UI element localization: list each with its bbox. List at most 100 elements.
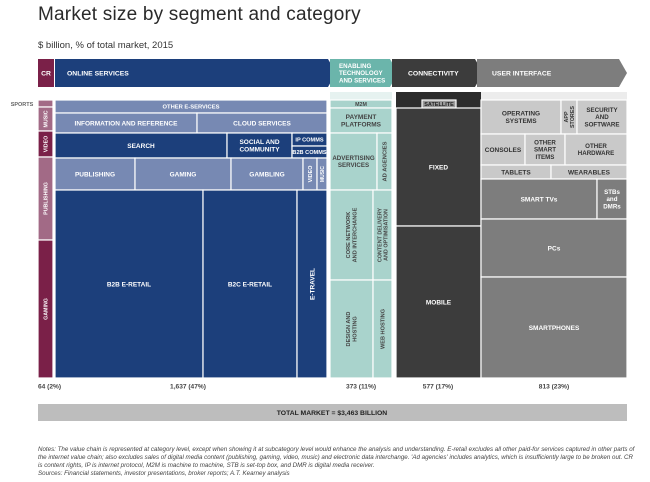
label-line: PUBLISHING: [43, 182, 49, 215]
label-line: CONSOLES: [485, 147, 522, 154]
label-line: FIXED: [429, 164, 448, 171]
cell-enabling-design-and-hosting: [329, 279, 374, 379]
label-line: ADVERTISING: [332, 155, 374, 162]
cell-label-m2m: M2M: [355, 102, 367, 108]
sources-text: Sources: Financial statements, investor …: [38, 470, 290, 478]
cr-sports-label-text: SPORTS: [11, 102, 34, 108]
label-line: SERVICES: [338, 162, 369, 169]
cell-label-security-and-software: SECURITY AND SOFTWARE: [584, 107, 619, 128]
cell-label-advertising-services: ADVERTISING SERVICES: [332, 155, 374, 169]
cell-label-smart-tvs: SMART TVs: [521, 196, 558, 203]
label-line: ENABLING: [339, 63, 371, 70]
cell-label-content-delivery-and-optimisation: CONTENT DELIVERYAND OPTIMISATION: [377, 207, 389, 262]
label-line: OTHER: [585, 143, 607, 150]
cell-enabling-web-hosting: [372, 279, 393, 379]
cell-label-stbs-and-dmrs: STBs and DMRs: [603, 189, 621, 210]
label-line: CR: [41, 70, 51, 77]
cr-label-publishing-text: PUBLISHING: [43, 182, 49, 215]
cell-label-ip-comms: IP COMMS: [295, 137, 323, 143]
cell-label-satellite: SATELLITE: [424, 102, 454, 108]
segment-total-ui: 813 (23%): [539, 383, 569, 390]
cell-label-wearables: WEARABLES: [568, 169, 611, 176]
cell-label-b2c-e-retail-text: B2C E-RETAIL: [228, 281, 272, 288]
label-line: WEARABLES: [568, 169, 611, 176]
cell-label-smart-tvs-text: SMART TVs: [521, 196, 558, 203]
label-line: IP COMMS: [295, 137, 323, 143]
cell-label-gambling-text: GAMBLING: [249, 171, 284, 178]
cell-label-information-and-reference-text: INFORMATION AND REFERENCE: [75, 120, 179, 127]
label-line: PLATFORMS: [341, 122, 382, 129]
label-line: SEARCH: [127, 143, 155, 150]
cell-label-tablets-text: TABLETS: [501, 169, 531, 176]
cell-label-core-network-and-interchange: CORE NETWORKAND INTERCHANGE: [346, 207, 358, 262]
cell-label-operating-systems-text: OPERATING SYSTEMS: [502, 111, 540, 125]
cell-label-b2b-e-retail-text: B2B E-RETAIL: [107, 281, 151, 288]
label-line: VIDEO: [43, 136, 49, 152]
segment-total-cr-text: 64 (2%): [38, 383, 61, 390]
segment-total-enabling: 373 (11%): [346, 383, 376, 390]
label-line: STBs: [604, 189, 620, 196]
label-line: SECURITY: [586, 107, 618, 114]
label-line: B2B COMMS: [292, 150, 326, 156]
label-line: SMART TVs: [521, 196, 558, 203]
cell-label-music: MUSIC: [320, 166, 326, 183]
label-line: PUBLISHING: [75, 171, 115, 178]
cr-label-video-text: VIDEO: [43, 136, 49, 152]
label-line: SMART: [534, 147, 556, 154]
cell-label-fixed: FIXED: [429, 164, 448, 171]
label-line: ONLINE SERVICES: [67, 70, 129, 77]
cell-online-b2c-e-retail: [202, 189, 298, 379]
cell-ui-stbs-and-dmrs: [596, 178, 628, 220]
cell-online-gaming: [134, 157, 232, 191]
segment-label-online: ONLINE SERVICES: [67, 70, 129, 77]
cell-label-information-and-reference: INFORMATION AND REFERENCE: [75, 120, 179, 127]
label-line: WEB HOSTING: [380, 309, 386, 349]
segment-label-enabling-text: ENABLING TECHNOLOGY AND SERVICES: [339, 63, 385, 84]
cell-label-stbs-and-dmrs-text: STBs and DMRs: [603, 189, 621, 210]
cr-sports-label: SPORTS: [11, 102, 34, 108]
cell-enabling-core-network-and-interchange: [329, 189, 374, 281]
segment-header-enabling: [330, 59, 398, 87]
cr-label-music-text: MUSIC: [43, 110, 49, 127]
segment-header-ui: [477, 59, 627, 87]
label-line: ITEMS: [536, 154, 555, 161]
label-line: OTHER: [534, 140, 556, 147]
cell-label-ip-comms-text: IP COMMS: [295, 137, 323, 143]
label-line: DESIGN AND: [346, 312, 352, 347]
cell-label-content-delivery-and-optimisation-text: CONTENT DELIVERYAND OPTIMISATION: [377, 207, 389, 262]
label-line: B2B E-RETAIL: [107, 281, 151, 288]
cell-label-pcs-text: PCs: [548, 245, 561, 252]
label-line: GAMBLING: [249, 171, 284, 178]
total-market-label-text: TOTAL MARKET = $3,463 BILLION: [277, 410, 388, 417]
label-line: VIDEO: [308, 166, 314, 183]
label-line: SATELLITE: [424, 102, 454, 108]
cell-label-b2c-e-retail: B2C E-RETAIL: [228, 281, 272, 288]
label-line: AND SERVICES: [339, 77, 385, 84]
chart-subtitle: $ billion, % of total market, 2015: [38, 40, 174, 51]
total-market-bar: [38, 404, 627, 421]
cell-label-web-hosting-text: WEB HOSTING: [380, 309, 386, 349]
cell-label-web-hosting: WEB HOSTING: [380, 309, 386, 349]
segment-total-ui-text: 813 (23%): [539, 383, 569, 390]
segment-total-online: 1,637 (47%): [170, 383, 206, 390]
label-line: 64 (2%): [38, 383, 61, 390]
segment-label-online-text: ONLINE SERVICES: [67, 70, 129, 77]
cell-label-payment-platforms: PAYMENT PLATFORMS: [341, 114, 382, 128]
notes-text: Notes: The value chain is represented at…: [38, 446, 635, 470]
cell-label-b2b-comms: B2B COMMS: [292, 150, 326, 156]
label-line: GAMING: [170, 171, 197, 178]
cell-connectivity-fixed: [395, 107, 482, 227]
label-line: 1,637 (47%): [170, 383, 206, 390]
segment-total-connectivity: 577 (17%): [423, 383, 453, 390]
cell-connectivity-mobile: [395, 225, 482, 379]
label-line: E-TRAVEL: [309, 268, 316, 300]
cell-label-gaming-text: GAMING: [170, 171, 197, 178]
cell-label-music-text: MUSIC: [320, 166, 326, 183]
label-line: AND OPTIMISATION: [383, 209, 389, 261]
cell-label-e-travel: E-TRAVEL: [309, 268, 316, 300]
label-line: SMARTPHONES: [529, 325, 580, 332]
chart-notes: Notes: The value chain is represented at…: [38, 446, 638, 478]
cell-label-m2m-text: M2M: [355, 102, 367, 108]
label-line: MUSIC: [43, 110, 49, 127]
cell-cr-sports: [37, 99, 54, 108]
